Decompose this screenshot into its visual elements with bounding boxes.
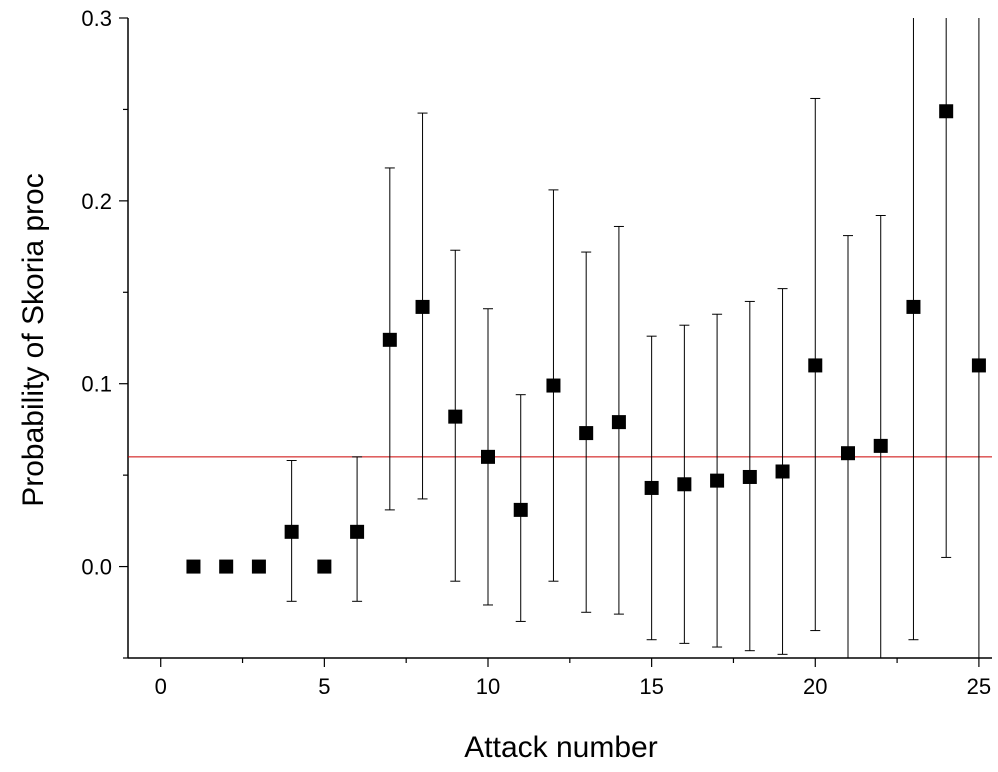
data-point: [971, 358, 986, 373]
y-tick-label: 0.0: [81, 555, 112, 580]
x-tick-label: 15: [639, 674, 663, 699]
y-axis-title: Probability of Skoria proc: [17, 173, 50, 507]
data-point: [579, 426, 594, 441]
x-tick-label: 20: [803, 674, 827, 699]
x-axis-title: Attack number: [464, 731, 657, 764]
data-point: [415, 299, 430, 314]
data-point: [219, 559, 234, 574]
data-point: [841, 446, 855, 461]
data-point: [808, 358, 823, 373]
data-point: [481, 449, 495, 464]
data-point: [677, 477, 692, 492]
x-tick-label: 25: [967, 674, 991, 699]
data-point: [317, 559, 332, 574]
data-point: [611, 415, 626, 430]
x-tick-label: 10: [476, 674, 500, 699]
data-point: [546, 378, 561, 393]
data-point: [448, 409, 463, 424]
data-point: [906, 299, 921, 314]
y-tick-label: 0.3: [81, 6, 112, 31]
data-point: [186, 559, 201, 574]
data-point: [644, 480, 659, 495]
data-point: [382, 332, 397, 347]
data-point: [710, 473, 725, 488]
data-point: [873, 438, 888, 453]
data-point: [284, 524, 299, 539]
data-point: [939, 104, 954, 119]
x-tick-label: 0: [155, 674, 167, 699]
data-point: [350, 524, 365, 539]
x-tick-label: 5: [318, 674, 330, 699]
axes: [119, 17, 992, 667]
tick-labels: 0 5 10 15 20 25 0.0 0.1 0.2 0.3: [81, 6, 991, 699]
data-point: [251, 559, 266, 574]
data-point: [775, 464, 790, 479]
data-point: [513, 502, 528, 517]
y-tick-label: 0.2: [81, 189, 112, 214]
data-points: [186, 104, 986, 574]
data-point: [742, 469, 757, 484]
y-tick-label: 0.1: [81, 372, 112, 397]
